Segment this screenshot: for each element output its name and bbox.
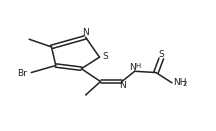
Text: S: S	[158, 50, 164, 59]
Text: NH: NH	[173, 78, 187, 87]
Text: N: N	[119, 81, 126, 90]
Text: H: H	[136, 63, 141, 69]
Text: Br: Br	[17, 69, 27, 78]
Text: 2: 2	[182, 81, 187, 87]
Text: N: N	[82, 28, 89, 37]
Text: S: S	[103, 52, 108, 61]
Text: N: N	[130, 63, 136, 72]
